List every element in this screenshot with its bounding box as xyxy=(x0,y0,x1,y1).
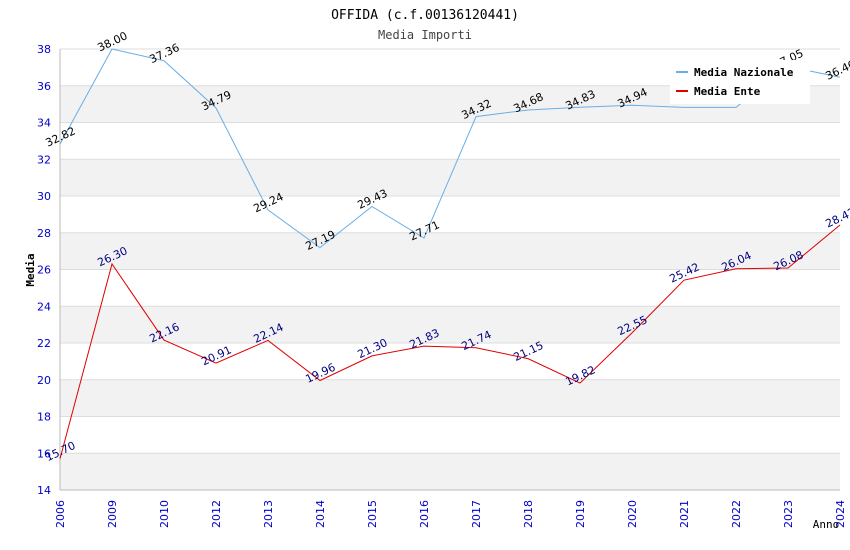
band xyxy=(60,306,840,343)
y-axis-ticks: 14 16 18 20 22 24 26 28 30 32 34 36 38 xyxy=(37,43,51,497)
y-tick-label: 38 xyxy=(37,43,51,56)
x-tick-label: 2015 xyxy=(366,500,379,528)
chart-title: OFFIDA (c.f.00136120441) xyxy=(331,8,519,23)
legend: Media Nazionale Media Ente xyxy=(670,60,810,104)
band xyxy=(60,196,840,233)
band xyxy=(60,232,840,270)
x-tick-label: 2012 xyxy=(210,500,223,528)
legend-label-media-nazionale: Media Nazionale xyxy=(694,66,794,79)
x-tick-label: 2024 xyxy=(834,500,847,528)
y-tick-label: 30 xyxy=(37,190,51,203)
y-tick-label: 36 xyxy=(37,80,51,93)
band xyxy=(60,453,840,490)
x-tick-label: 2022 xyxy=(730,500,743,528)
band xyxy=(60,122,840,160)
y-tick-label: 16 xyxy=(37,447,51,460)
chart-subtitle: Media Importi xyxy=(378,28,472,42)
legend-label-media-ente: Media Ente xyxy=(694,85,761,98)
y-tick-label: 28 xyxy=(37,227,51,240)
x-tick-label: 2020 xyxy=(626,500,639,528)
band xyxy=(60,269,840,307)
x-tick-label: 2017 xyxy=(470,500,483,528)
x-tick-label: 2018 xyxy=(522,500,535,528)
y-axis-label: Media xyxy=(24,253,37,286)
x-tick-label: 2006 xyxy=(54,500,67,528)
x-tick-label: 2023 xyxy=(782,500,795,528)
x-tick-label: 2013 xyxy=(262,500,275,528)
y-tick-label: 26 xyxy=(37,264,51,277)
band xyxy=(60,343,840,380)
legend-box xyxy=(670,60,810,104)
grid-lines xyxy=(59,48,840,491)
series-line-media-ente xyxy=(59,224,841,459)
band xyxy=(60,416,840,454)
x-tick-label: 2014 xyxy=(314,500,327,528)
x-tick-label: 2021 xyxy=(678,500,691,528)
x-axis-label: Anno xyxy=(813,518,840,531)
y-tick-label: 24 xyxy=(37,300,51,313)
y-tick-label: 22 xyxy=(37,337,51,350)
y-tick-label: 32 xyxy=(37,153,51,166)
y-tick-label: 14 xyxy=(37,484,51,497)
y-tick-label: 20 xyxy=(37,374,51,387)
series-line-media-nazionale xyxy=(59,48,841,249)
y-tick-label: 18 xyxy=(37,411,51,424)
y-tick-label: 34 xyxy=(37,117,51,130)
series-lines xyxy=(59,48,841,459)
x-tick-label: 2016 xyxy=(418,500,431,528)
band xyxy=(60,379,840,417)
x-axis-ticks: 2006 2009 2010 2012 2013 2014 2015 2016 2017 2018… xyxy=(54,500,847,528)
x-tick-label: 2019 xyxy=(574,500,587,528)
x-tick-label: 2010 xyxy=(158,500,171,528)
background-bands xyxy=(60,49,840,490)
x-tick-label: 2009 xyxy=(106,500,119,528)
